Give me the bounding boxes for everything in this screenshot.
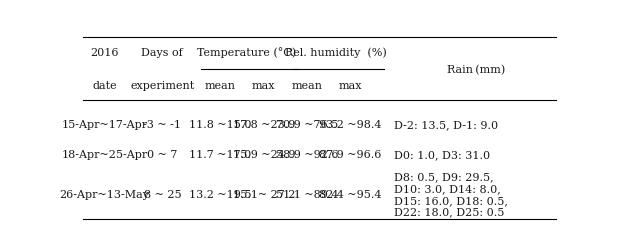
Text: -3 ~ -1: -3 ~ -1 [143, 120, 181, 130]
Text: Rel. humidity  (%): Rel. humidity (%) [285, 47, 387, 58]
Text: 15.1~ 27.2: 15.1~ 27.2 [232, 190, 295, 200]
Text: D8: 0.5, D9: 29.5,
D10: 3.0, D14: 8.0,
D15: 16.0, D18: 0.5,
D22: 18.0, D25: 0.5: D8: 0.5, D9: 29.5, D10: 3.0, D14: 8.0, D… [394, 173, 508, 217]
Text: mean: mean [292, 81, 323, 91]
Text: 15-Apr~17-Apr: 15-Apr~17-Apr [62, 120, 148, 130]
Text: 11.7 ~17.0: 11.7 ~17.0 [189, 150, 252, 160]
Text: 2016: 2016 [90, 48, 118, 58]
Text: 51.1 ~89.4: 51.1 ~89.4 [276, 190, 338, 200]
Text: 82.4 ~95.4: 82.4 ~95.4 [320, 190, 382, 200]
Text: 18-Apr~25-Apr: 18-Apr~25-Apr [61, 150, 148, 160]
Text: D-2: 13.5, D-1: 9.0: D-2: 13.5, D-1: 9.0 [394, 120, 498, 130]
Text: 93.2 ~98.4: 93.2 ~98.4 [320, 120, 382, 130]
Text: 17.8 ~23.9: 17.8 ~23.9 [232, 120, 295, 130]
Text: mean: mean [205, 81, 236, 91]
Text: Rain (mm): Rain (mm) [447, 65, 505, 75]
Text: 15.9 ~24.9: 15.9 ~24.9 [232, 150, 295, 160]
Text: experiment: experiment [130, 81, 194, 91]
Text: D0: 1.0, D3: 31.0: D0: 1.0, D3: 31.0 [394, 150, 490, 160]
Text: Temperature (°C): Temperature (°C) [197, 47, 297, 58]
Text: 11.8 ~15.0: 11.8 ~15.0 [189, 120, 252, 130]
Text: 70.9 ~76.5: 70.9 ~76.5 [276, 120, 338, 130]
Text: 0 ~ 7: 0 ~ 7 [147, 150, 178, 160]
Text: Days of: Days of [141, 48, 183, 58]
Text: 8 ~ 25: 8 ~ 25 [143, 190, 181, 200]
Text: 26-Apr~13-May: 26-Apr~13-May [59, 190, 150, 200]
Text: 58.9 ~92.6: 58.9 ~92.6 [276, 150, 338, 160]
Text: max: max [339, 81, 363, 91]
Text: date: date [92, 81, 117, 91]
Text: 87.9 ~96.6: 87.9 ~96.6 [320, 150, 382, 160]
Text: 13.2 ~19.5: 13.2 ~19.5 [189, 190, 252, 200]
Text: max: max [252, 81, 275, 91]
